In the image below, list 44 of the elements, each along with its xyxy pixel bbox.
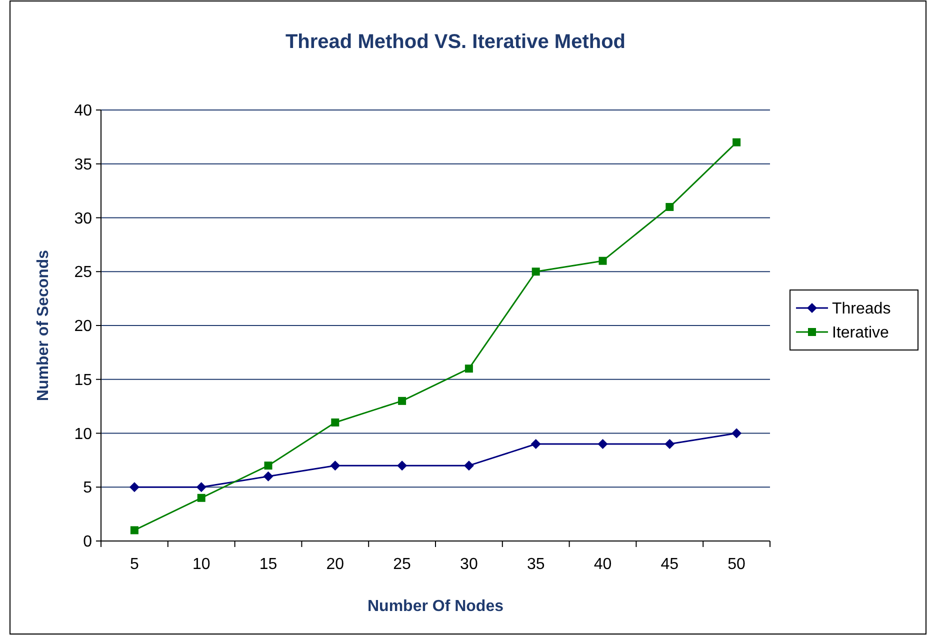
x-tick-label: 5: [130, 556, 139, 573]
y-tick-label: 35: [74, 156, 92, 174]
x-axis-title: Number Of Nodes: [367, 598, 504, 615]
legend-label: Threads: [832, 300, 891, 318]
point: [464, 364, 473, 373]
y-tick-label: 30: [74, 210, 92, 228]
point: [264, 462, 272, 470]
chart-title: Thread Method VS. Iterative Method: [285, 31, 626, 53]
point: [397, 460, 408, 471]
point: [330, 460, 340, 471]
point: [732, 428, 742, 438]
point: [732, 138, 741, 146]
point: [532, 268, 540, 276]
x-tick-label: 35: [526, 556, 545, 573]
y-tick-label: 15: [74, 372, 92, 389]
point: [331, 418, 340, 426]
point: [530, 439, 541, 450]
x-tick-label: 30: [460, 556, 478, 573]
point: [664, 439, 675, 450]
x-tick-label: 15: [259, 556, 278, 573]
x-tick-label: 10: [192, 556, 210, 573]
point: [263, 471, 274, 482]
x-tick-label: 20: [326, 556, 344, 573]
point: [464, 460, 474, 471]
point: [598, 439, 608, 450]
y-tick-label: 0: [83, 534, 92, 551]
y-axis-title: Number of Seconds: [35, 250, 52, 402]
x-tick-label: 50: [728, 556, 746, 573]
y-tick-label: 10: [74, 426, 92, 443]
x-tick-label: 40: [594, 556, 612, 573]
x-tick-label: 45: [660, 556, 679, 573]
point: [130, 526, 138, 534]
y-tick-label: 40: [74, 102, 92, 120]
y-tick-label: 5: [83, 480, 92, 497]
y-tick-label: 25: [74, 264, 92, 282]
point: [398, 396, 406, 405]
point: [129, 482, 140, 492]
y-tick-label: 20: [74, 318, 92, 336]
point: [196, 482, 206, 492]
legend-label: Iterative: [832, 324, 890, 342]
point: [666, 202, 674, 211]
point: [598, 256, 607, 265]
point: [197, 494, 206, 502]
x-tick-label: 25: [393, 556, 412, 573]
